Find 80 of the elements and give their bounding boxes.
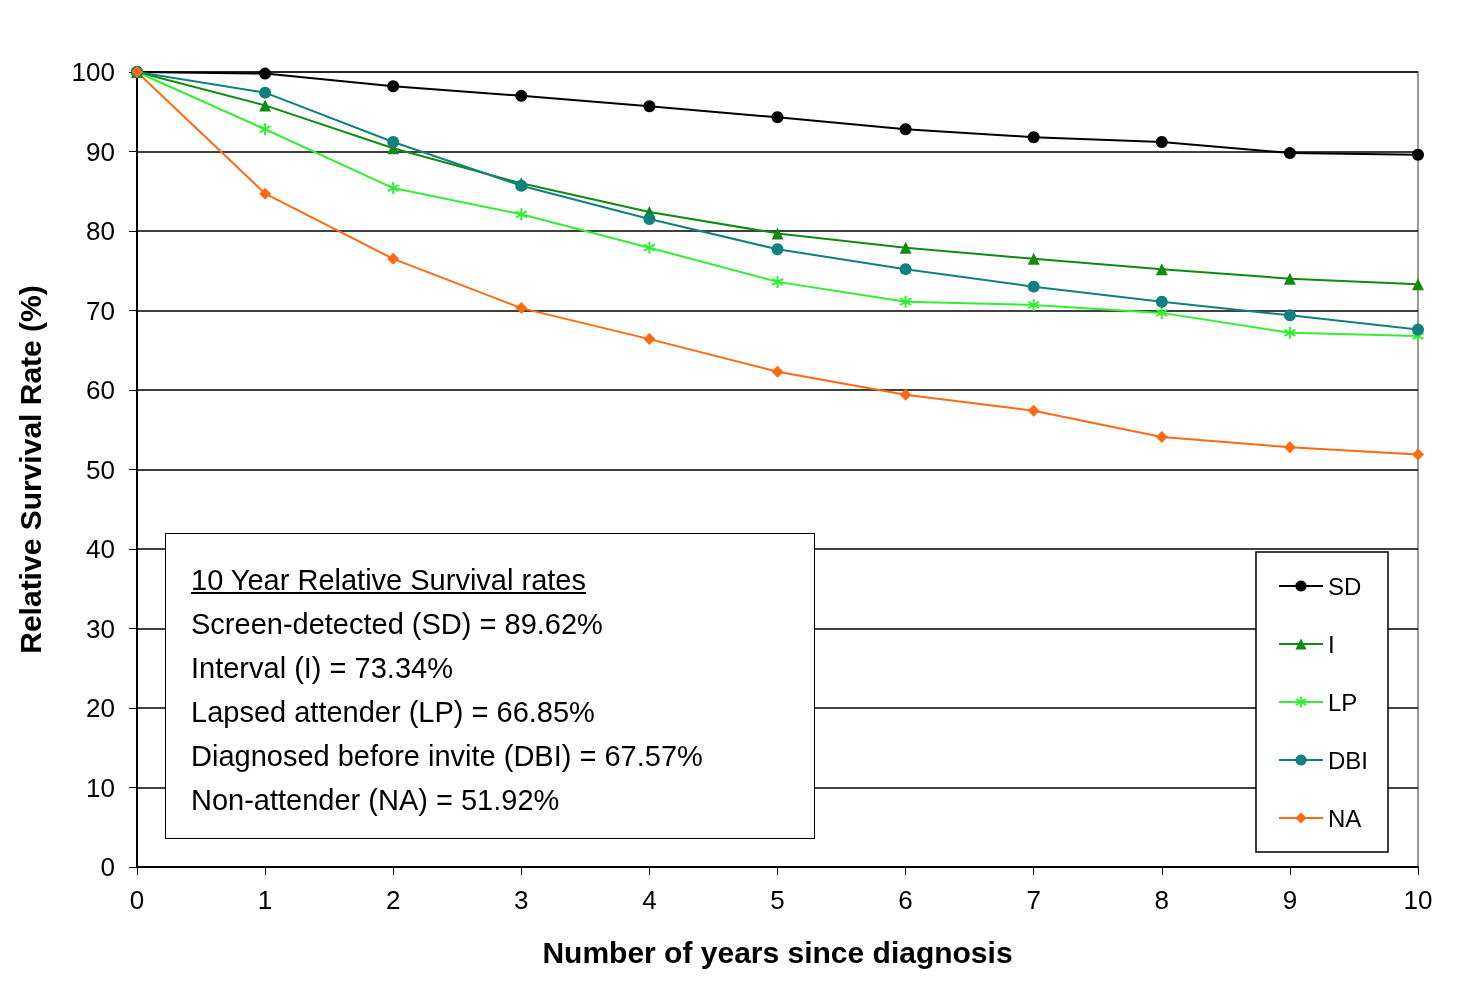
point bbox=[771, 275, 784, 288]
x-tick-label: 2 bbox=[385, 885, 401, 915]
point bbox=[771, 243, 784, 256]
x-tick-label: 4 bbox=[642, 885, 657, 915]
annotation: Screen-detected (SD) = 89.62% bbox=[191, 607, 604, 642]
point bbox=[1155, 263, 1168, 276]
point bbox=[643, 100, 656, 113]
y-axis-title: Relative Survival Rate (%) bbox=[13, 285, 47, 654]
x-tick-label: 7 bbox=[1026, 885, 1041, 915]
point bbox=[387, 80, 400, 93]
x-tick-label: 3 bbox=[514, 885, 529, 915]
legend-label: LP bbox=[1327, 688, 1358, 716]
point bbox=[899, 263, 912, 276]
y-tick-label: 0 bbox=[100, 852, 115, 882]
x-tick-label: 5 bbox=[770, 885, 785, 915]
y-tick-label: 50 bbox=[86, 454, 115, 485]
point bbox=[515, 208, 528, 221]
point bbox=[259, 86, 272, 99]
point bbox=[259, 67, 272, 80]
y-tick-label: 30 bbox=[86, 613, 115, 644]
point bbox=[1027, 298, 1040, 311]
legend-label: DBI bbox=[1327, 746, 1369, 774]
point bbox=[771, 227, 784, 240]
annotation: Diagnosed before invite (DBI) = 67.57% bbox=[191, 739, 704, 774]
point bbox=[1027, 252, 1040, 265]
point bbox=[1283, 147, 1296, 160]
y-tick-label: 10 bbox=[86, 772, 115, 803]
point bbox=[1027, 280, 1040, 293]
point bbox=[1412, 278, 1424, 291]
x-axis-title: Number of years since diagnosis bbox=[542, 935, 1013, 969]
point bbox=[1412, 148, 1424, 161]
point bbox=[515, 302, 528, 315]
legend-label: NA bbox=[1327, 804, 1362, 832]
annotation: Non-attender (NA) = 51.92% bbox=[191, 783, 561, 818]
point bbox=[259, 99, 272, 112]
point bbox=[1412, 323, 1424, 336]
point bbox=[259, 187, 272, 200]
point bbox=[643, 241, 656, 254]
point bbox=[387, 252, 400, 265]
point bbox=[899, 123, 912, 136]
y-tick-label: 70 bbox=[86, 295, 115, 326]
point bbox=[1027, 131, 1040, 144]
annotation: Interval (I) = 73.34% bbox=[191, 651, 454, 686]
point bbox=[899, 241, 912, 254]
legend-label: SD bbox=[1327, 572, 1362, 600]
point bbox=[1283, 309, 1296, 322]
point bbox=[1283, 326, 1296, 339]
y-tick-label: 100 bbox=[71, 57, 115, 87]
y-tick-label: 60 bbox=[86, 375, 115, 405]
point bbox=[387, 135, 400, 148]
point bbox=[1155, 135, 1168, 148]
y-tick-label: 80 bbox=[86, 216, 115, 246]
point bbox=[1155, 430, 1168, 443]
point bbox=[1283, 441, 1296, 454]
point bbox=[1412, 448, 1424, 461]
point bbox=[771, 111, 784, 124]
x-tick-label: 1 bbox=[257, 885, 273, 915]
y-tick-label: 20 bbox=[86, 693, 115, 723]
y-tick-label: 40 bbox=[86, 534, 115, 564]
point bbox=[387, 182, 400, 195]
point bbox=[1027, 404, 1040, 417]
point bbox=[1155, 295, 1168, 308]
legend-label: I bbox=[1327, 630, 1335, 658]
point bbox=[771, 365, 784, 378]
point bbox=[643, 213, 656, 226]
point bbox=[515, 89, 528, 102]
annotation: 10 Year Relative Survival rates bbox=[191, 563, 587, 598]
x-tick-label: 10 bbox=[1403, 885, 1433, 915]
point bbox=[1283, 272, 1296, 285]
point bbox=[1155, 306, 1168, 319]
point bbox=[899, 295, 912, 308]
point bbox=[259, 123, 272, 136]
x-tick-label: 6 bbox=[898, 885, 913, 915]
x-tick-label: 0 bbox=[129, 885, 145, 915]
x-tick-label: 8 bbox=[1154, 885, 1170, 915]
point bbox=[643, 333, 656, 346]
x-tick-label: 9 bbox=[1282, 885, 1298, 915]
y-tick-label: 90 bbox=[86, 136, 115, 167]
point bbox=[899, 388, 912, 401]
annotation: Lapsed attender (LP) = 66.85% bbox=[191, 695, 596, 730]
